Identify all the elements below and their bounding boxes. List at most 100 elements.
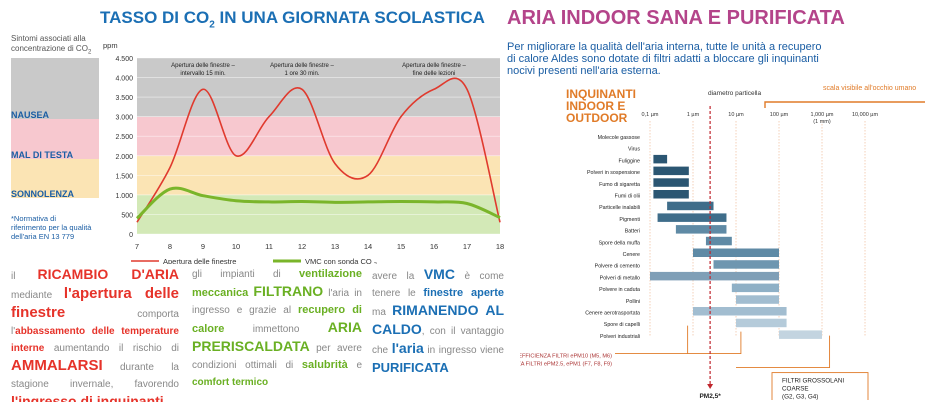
- y-tick-label: 1.500: [115, 173, 133, 180]
- legend-label-vmc: VMC con sonda CO: [305, 257, 372, 264]
- legend-label-vmc-sub: 2: [374, 262, 377, 264]
- pollutant-label: Pigmenti: [619, 217, 640, 223]
- pollutant-bar: [736, 295, 779, 304]
- pollutant-bar: [731, 283, 779, 293]
- window-annotation-2: Apertura delle finestre – fine delle lezi…: [402, 63, 466, 77]
- x-tick-label: 11: [265, 242, 273, 251]
- pollutant-label: Polveri in sospensione: [587, 170, 640, 176]
- x-tick-label: 15: [397, 242, 405, 251]
- y-tick-label: 0: [129, 232, 133, 239]
- window-annotation-1: Apertura delle finestre – 1 ore 30 min.: [270, 63, 334, 77]
- chart-legend: Apertura delle finestre VMC con sonda CO2: [131, 257, 377, 264]
- pollutant-label: Fumo di sigaretta: [599, 182, 640, 188]
- series-line-1: [135, 186, 501, 220]
- pollutant-bar: [650, 271, 779, 281]
- co2-chart-title: TASSO DI CO2 IN UNA GIORNATA SCOLASTICA: [100, 8, 485, 31]
- pollutant-bar: [705, 236, 732, 246]
- coarse-filter-box: [771, 372, 869, 400]
- pollutants-title: INQUINANTI INDOOR E OUTDOOR: [566, 87, 636, 125]
- pollutant-bar: [657, 213, 727, 222]
- symptom-band-column: [11, 58, 99, 198]
- particle-size-chart: diametro particella scala visibile all'oc…: [520, 85, 925, 400]
- text-column-ventilation: gli impianti di ventilazione meccanica F…: [192, 268, 363, 388]
- right-title: ARIA INDOOR SANA E PURIFICATA: [507, 7, 845, 29]
- pollutant-label: Batteri: [625, 229, 640, 235]
- pollutant-label: Spore di capelli: [604, 322, 640, 328]
- x-tick-label: 8: [168, 242, 172, 251]
- y-tick-label: 1.000: [115, 193, 133, 200]
- annotation-line-1: Apertura delle finestre –: [270, 63, 334, 69]
- y-tick-label: 2.500: [115, 134, 133, 141]
- visible-scale-bracket: [764, 101, 925, 108]
- y-axis-unit: ppm: [103, 41, 118, 50]
- co2-line-chart: 4.500 4.000 3.500 3.000 2.500 2.000 1.500 1.000…: [103, 41, 504, 264]
- band-nausea-swatch: [11, 58, 99, 119]
- coarse-filter-bracket: [736, 335, 831, 369]
- band-label-drowsiness: SONNOLENZA: [11, 189, 74, 199]
- media-filter-label: MEDIA EFFICIENZA FILTRI ePM10 (M5, M6): [520, 354, 612, 360]
- pollutant-bar: [675, 225, 727, 234]
- media-filter-bracket: [687, 325, 742, 355]
- pollutant-label: Polvere in caduta: [599, 287, 640, 293]
- pollutant-label: Polveri di metallo: [600, 275, 640, 281]
- coarse-filter-label-1: FILTRI GROSSOLANI: [782, 378, 844, 385]
- pollutant-label: Polveri industriali: [600, 334, 640, 340]
- x-tick-label: 7: [135, 242, 139, 251]
- pollutant-bar: [653, 190, 689, 199]
- x-tick-label: 9: [201, 242, 205, 251]
- pollutant-label: Cenere aerotrasportata: [585, 311, 640, 317]
- pollutant-bar: [736, 318, 787, 328]
- band-headache-swatch: [11, 119, 99, 159]
- pollutant-label: Fumi di olii: [615, 194, 640, 200]
- pollutant-label: Polvere di cemento: [595, 264, 640, 270]
- y-tick-label: 3.500: [115, 95, 133, 102]
- pollutant-label: Spore della muffa: [599, 240, 640, 246]
- pollutant-bar: [653, 166, 689, 176]
- symptoms-caption: Sintomi associati alla concentrazione di…: [11, 34, 92, 56]
- pollutant-label: Particelle inalabili: [599, 205, 640, 211]
- annotation-line-2: 1 ore 30 min.: [284, 71, 319, 77]
- band-label-nausea: NAUSEA: [11, 110, 50, 120]
- annotation-line-2: fine delle lezioni: [413, 71, 456, 77]
- pollutant-label: Molecole gassose: [598, 135, 640, 141]
- pm25-arrow-icon: [707, 384, 714, 389]
- text-column-windows: il RICAMBIO D'ARIA mediante l'apertura d…: [11, 266, 179, 402]
- pollutant-label: Pollini: [626, 299, 640, 305]
- norm-note: *Normativa di riferimento per la qualità…: [11, 214, 92, 241]
- alta-filter-label: ALTA EFFICIENZA FILTRI ePM2.5, ePM1 (F7,…: [520, 362, 612, 368]
- x-tick-label: 16: [430, 242, 438, 251]
- pollutant-label: Virus: [628, 147, 640, 153]
- band-drowsiness-swatch: [11, 159, 99, 198]
- pollutant-bar: [653, 178, 689, 187]
- pollutant-bar: [713, 260, 779, 269]
- y-tick-label: 4.000: [115, 76, 133, 83]
- diameter-label: diametro particella: [708, 90, 761, 97]
- pm25-label: PM2,5*: [699, 393, 721, 400]
- x-tick-label: 14: [364, 242, 372, 251]
- y-tick-label: 3.000: [115, 115, 133, 122]
- coarse-filter-label-3: (G2, G3, G4): [782, 394, 818, 400]
- visible-scale-label: scala visibile all'occhio umano: [823, 85, 916, 92]
- pollutant-bar: [779, 330, 822, 339]
- size-tick-label: 100 µm: [770, 112, 789, 118]
- pollutant-bar: [653, 154, 668, 164]
- annotation-line-1: Apertura delle finestre –: [402, 63, 466, 69]
- size-tick-label: 10,000 µm: [852, 112, 879, 118]
- annotation-line-1: Apertura delle finestre –: [171, 63, 235, 69]
- y-tick-label: 4.500: [115, 56, 133, 63]
- y-tick-label: 2.000: [115, 154, 133, 161]
- size-tick-label: 1,000 µm: [810, 112, 833, 118]
- pollutant-bar: [693, 248, 779, 257]
- x-tick-label: 13: [331, 242, 339, 251]
- size-tick-label: 10 µm: [728, 112, 744, 118]
- annotation-line-2: intervallo 15 min.: [180, 71, 226, 77]
- band-label-headache: MAL DI TESTA: [11, 150, 74, 160]
- x-tick-label: 10: [232, 242, 240, 251]
- size-tick-label: 1 µm: [687, 112, 700, 118]
- chart-band-0: [137, 58, 500, 117]
- x-tick-label: 18: [496, 242, 504, 251]
- coarse-filter-label-2: COARSE: [782, 386, 809, 393]
- size-tick-label: 0,1 µm: [642, 112, 659, 118]
- window-annotation-0: Apertura delle finestre – intervallo 15 m…: [171, 63, 235, 77]
